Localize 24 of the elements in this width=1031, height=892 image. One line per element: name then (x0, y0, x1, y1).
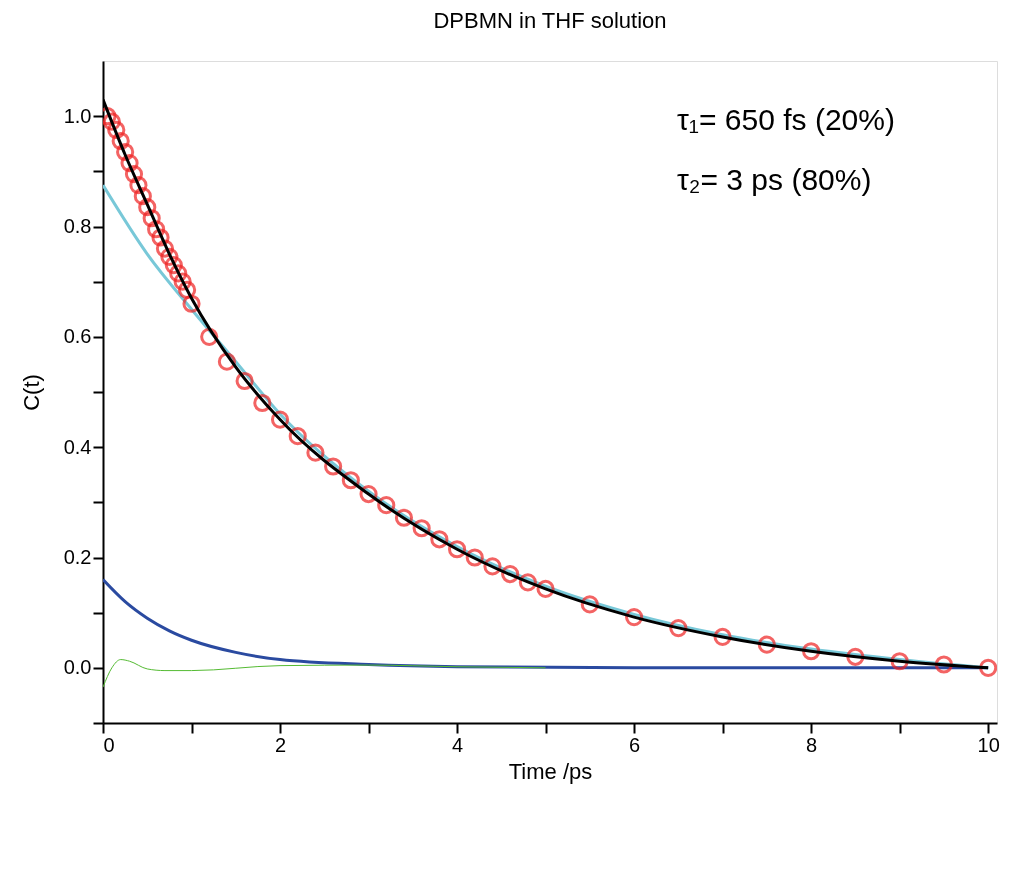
x-tick-label: 4 (452, 733, 464, 756)
point (235, 371, 254, 391)
y-tick-label: 0.4 (63, 435, 92, 458)
y-tick-label: 1.0 (63, 104, 92, 127)
annotation: τ₂= 3 ps (80%) (677, 163, 872, 196)
point (979, 658, 997, 677)
y-axis-title: C(t) (18, 374, 44, 411)
x-tick-label: 2 (274, 733, 287, 756)
x-tick-label: 0 (103, 733, 115, 756)
x-axis-title: Time /ps (508, 758, 593, 784)
y-tick-label: 0.8 (63, 215, 92, 237)
annotation: τ₁= 650 fs (20%) (677, 103, 895, 136)
y-tick-label: 0.6 (63, 325, 92, 348)
point (394, 508, 414, 527)
point (138, 198, 157, 217)
x-tick-label: 8 (806, 733, 818, 756)
line-series (103, 659, 547, 688)
point (377, 496, 396, 515)
chart-title: DPBMN in THF solution (433, 8, 667, 33)
x-tick-label: 10 (977, 733, 1000, 756)
point (111, 131, 130, 151)
y-tick-label: 0.2 (63, 546, 92, 568)
y-tick-label: 0.0 (63, 656, 92, 679)
x-tick-label: 6 (629, 733, 641, 756)
